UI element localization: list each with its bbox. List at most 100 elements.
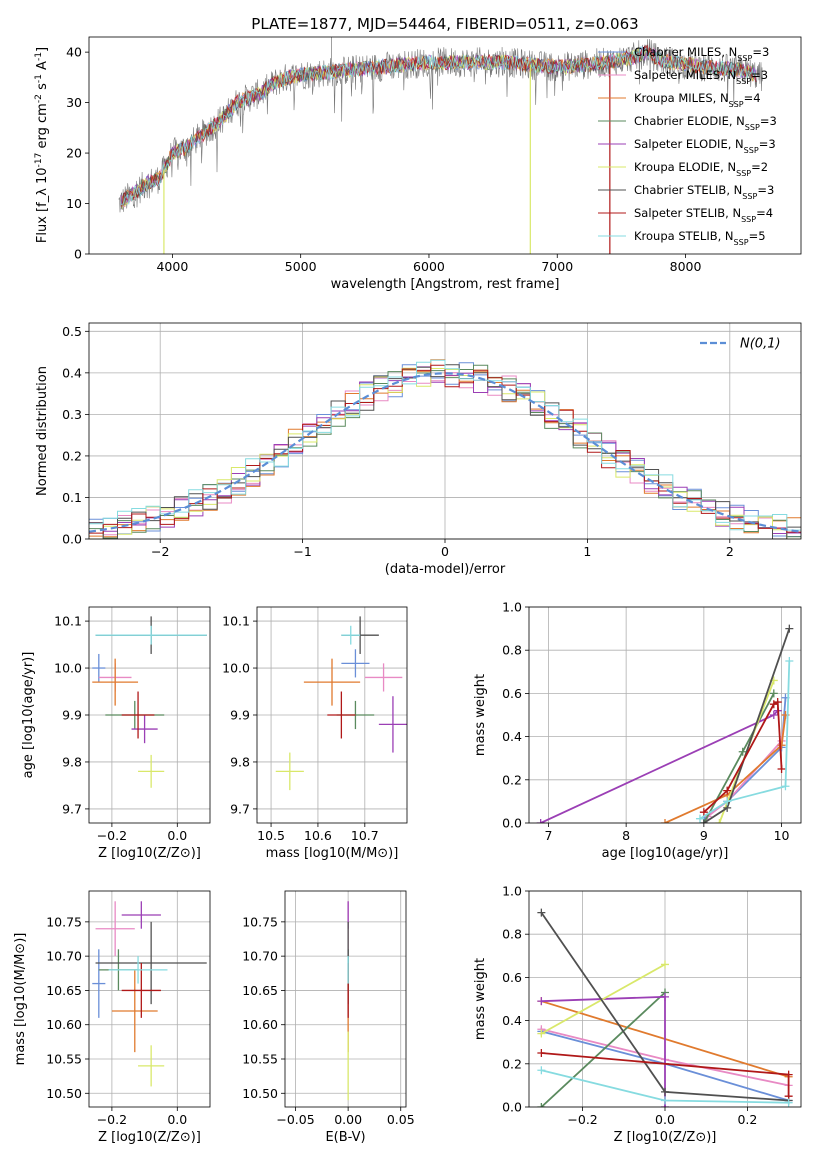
x-tick-label: 8000 [670,259,702,274]
weight-line [540,963,666,1035]
x-tick-label: 10 [774,828,790,843]
axes-frame [88,36,802,255]
y-tick-label: 10.50 [242,1086,278,1101]
x-axis-label: Z [log10(Z/Z⊙)] [98,1130,201,1145]
weight-marker [537,1103,546,1107]
weight-marker [695,814,704,823]
x-tick-label: 0.0 [167,828,187,843]
histogram-step-line [89,364,801,534]
weight-marker [661,992,669,1001]
y-tick-label: 9.8 [230,754,250,769]
weight-line [699,660,791,820]
panel-age_vs_mass: 10.5 10.6 10.7 9.7 9.8 9.9 10.0 10.1 mass [log10… [222,606,408,861]
y-tick-label: 9.9 [62,708,82,723]
x-tick-label: −0.2 [97,828,127,843]
x-axis-label: E(B-V) [325,1130,365,1145]
x-tick-label: −0.05 [276,1112,314,1127]
weight-marker [536,819,545,823]
x-tick-label: 0.00 [334,1112,362,1127]
x-tick-label: 7000 [541,259,573,274]
panel-spectrum: 4000 5000 6000 7000 8000 0 10 20 30 40 wavelength … [34,36,802,292]
y-tick-label: 10.65 [46,983,82,998]
y-tick-label: 10.65 [242,983,278,998]
panel-weight_vs_age: 7 8 9 10 0.0 0.2 0.4 0.6 0.8 1.0 age [log10(age/yr… [473,600,802,861]
y-tick-label: 0.5 [62,324,82,339]
plot-area [89,359,801,539]
y-axis-label: mass [log10(M/M⊙)] [13,933,28,1066]
plot-area [536,624,794,823]
y-tick-label: 0 [74,247,82,262]
y-tick-label: 10.70 [46,949,82,964]
x-tick-label: 7 [544,828,552,843]
y-tick-label: 10.75 [242,914,278,929]
weight-line [703,700,783,813]
panel-age_vs_Z: −0.2 0.0 9.7 9.8 9.9 10.0 10.1 Z [log10(Z/Z⊙)] a… [21,606,211,861]
x-tick-label: −2 [151,544,169,559]
x-tick-label: 10.6 [304,828,332,843]
y-tick-label: 10.0 [54,661,82,676]
y-tick-label: 10.60 [242,1017,278,1032]
y-axis-label: mass weight [473,958,488,1040]
y-axis-label: Normed distribution [35,366,50,496]
weight-marker [784,1098,793,1107]
y-tick-label: 0.8 [502,643,522,658]
weight-marker [537,908,546,917]
x-axis-label: Z [log10(Z/Z⊙)] [614,1130,717,1145]
legend-label: Salpeter ELODIE, NSSP=3 [634,137,776,155]
y-tick-label: 10.70 [242,949,278,964]
x-axis-label: (data-model)/error [385,562,506,577]
y-tick-label: 40 [66,45,82,60]
y-tick-label: 0.0 [502,1100,522,1115]
x-tick-label: −0.2 [97,1112,127,1127]
weight-marker [777,765,786,773]
legend-label: Salpeter MILES, NSSP=3 [634,68,768,86]
y-tick-label: 0.2 [502,1056,522,1071]
x-axis-label: age [log10(age/yr)] [602,846,729,861]
plot-area [275,616,407,791]
x-tick-label: 0.05 [387,1112,415,1127]
weight-line [540,991,666,1107]
y-tick-label: 0.4 [62,365,82,380]
legend-label: Kroupa MILES, NSSP=4 [634,91,761,109]
plot-area [92,616,207,788]
x-tick-label: 0 [441,544,449,559]
weight-marker [781,782,790,791]
y-tick-label: 10.1 [222,614,250,629]
panel-weight_vs_Z: −0.2 0.0 0.2 0.0 0.2 0.4 0.6 0.8 1.0 Z [log10(Z/Z… [473,884,802,1145]
x-tick-label: 9 [700,828,708,843]
y-tick-label: 9.8 [62,754,82,769]
y-tick-label: 0.0 [62,532,82,547]
y-tick-label: 10.55 [46,1052,82,1067]
x-tick-label: −0.2 [567,1112,597,1127]
legend-label: Kroupa STELIB, NSSP=5 [634,229,766,247]
weight-marker [723,797,732,806]
x-tick-label: 5000 [285,259,317,274]
axes-frame [284,890,407,1108]
weight-marker [699,819,708,823]
y-tick-label: 0.2 [62,448,82,463]
x-tick-label: 0.0 [167,1112,187,1127]
plot-area [118,37,763,254]
y-tick-label: 10 [66,196,82,211]
weight-marker [777,741,786,750]
y-axis-label: Flux [f_λ 10-17 erg cm-2 s-1 A-1] [34,47,50,243]
y-tick-label: 0.6 [502,970,522,985]
weight-marker [723,786,732,795]
legend-label: Salpeter STELIB, NSSP=4 [634,206,773,224]
y-tick-label: 9.9 [230,708,250,723]
histogram-step-line [89,359,801,531]
y-tick-label: 1.0 [502,884,522,899]
legend-label: Chabrier MILES, NSSP=3 [634,45,769,63]
weight-marker [769,689,778,698]
weight-marker [699,808,708,817]
y-tick-label: 9.7 [230,801,250,816]
y-tick-label: 0.0 [502,816,522,831]
y-tick-label: 0.2 [502,772,522,787]
x-axis-label: Z [log10(Z/Z⊙)] [98,846,201,861]
model-spectrum-line [120,46,757,205]
weight-line [703,628,791,823]
panel-mass_vs_ebv: −0.05 0.00 0.05 10.50 10.55 10.60 10.65 10.70 10… [242,890,415,1145]
legend-label: Chabrier STELIB, NSSP=3 [634,183,774,201]
legend-label: Chabrier ELODIE, NSSP=3 [634,114,777,132]
y-axis-label: age [log10(age/yr)] [21,652,36,779]
